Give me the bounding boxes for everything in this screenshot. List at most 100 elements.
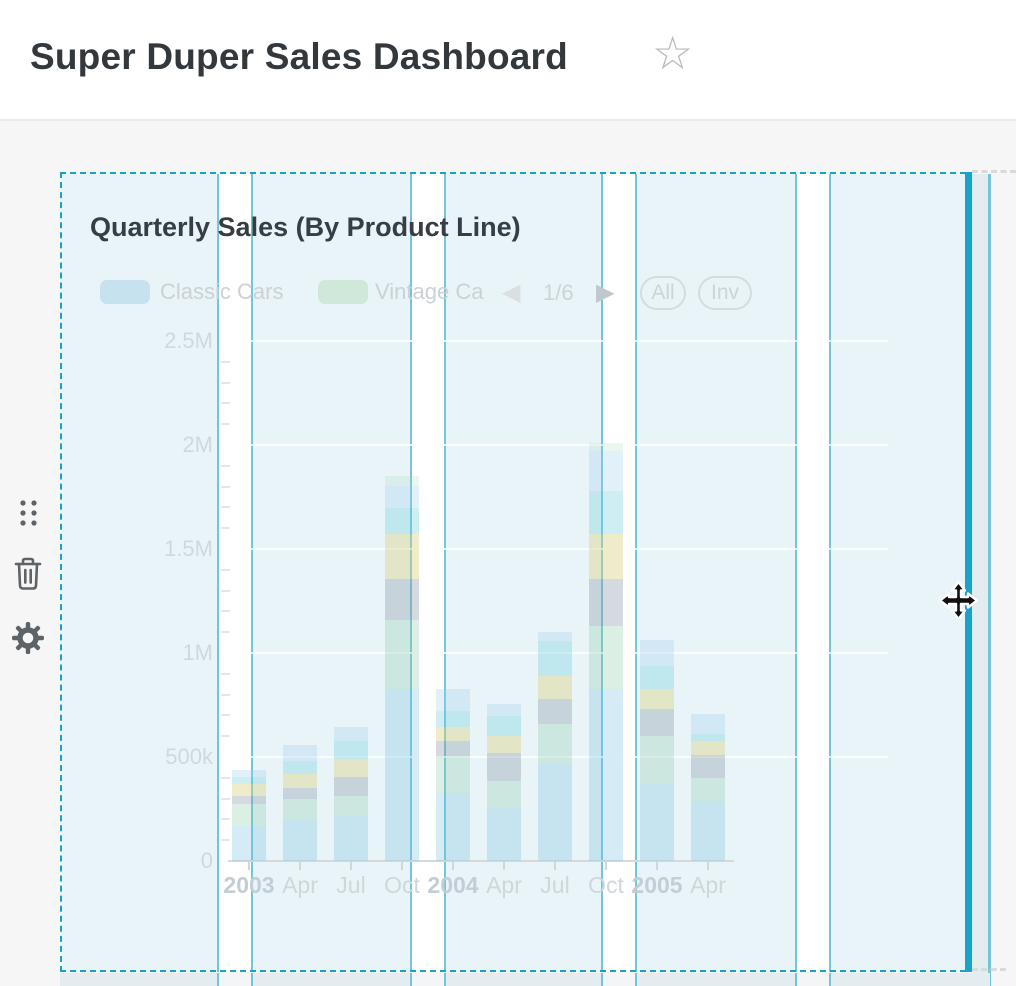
bar-segment	[589, 689, 623, 861]
bar-segment	[334, 796, 368, 816]
y-gridline	[232, 548, 888, 550]
bar-segment	[538, 632, 572, 641]
legend-label[interactable]: Vintage Ca	[375, 279, 484, 304]
legend-prev-icon[interactable]: ◀	[502, 279, 521, 306]
bar-segment	[589, 443, 623, 451]
bar-segment	[589, 626, 623, 689]
bar-segment	[487, 716, 521, 736]
x-axis-label: Apr	[282, 872, 318, 898]
legend-all-button[interactable]: All	[640, 276, 686, 310]
legend-label[interactable]: Classic Cars	[160, 279, 284, 304]
bar-segment	[538, 764, 572, 861]
app-header: Super Duper Sales Dashboard ☆	[0, 0, 1016, 121]
legend-swatch-vintage-cars[interactable]	[318, 280, 368, 304]
grid-column-line	[988, 174, 991, 986]
bar-segment	[334, 741, 368, 759]
widget-selection-outline[interactable]	[60, 172, 966, 972]
ghost-slot-outline-top	[972, 170, 1016, 173]
bar-segment	[334, 777, 368, 796]
x-axis-label: Jul	[336, 872, 366, 898]
y-axis-label: 2M	[182, 432, 213, 457]
y-axis-minor-tick	[221, 464, 230, 467]
x-axis-tick	[605, 861, 607, 870]
bar-segment	[436, 727, 470, 741]
legend-inv-button[interactable]: Inv	[698, 276, 752, 310]
bar-segment	[385, 534, 419, 579]
x-axis-label: Jul	[540, 872, 570, 898]
y-axis-label: 2.5M	[164, 328, 213, 353]
grid-gutter	[217, 973, 253, 986]
bar-segment	[283, 819, 317, 861]
bar-segment	[640, 640, 674, 666]
bar-segment	[283, 788, 317, 799]
bar-segment	[334, 816, 368, 861]
bar-segment	[232, 770, 266, 777]
y-gridline	[232, 340, 888, 342]
y-axis-minor-tick	[221, 735, 230, 738]
bar-segment	[436, 756, 470, 793]
y-axis-minor-tick	[221, 631, 230, 634]
x-axis-tick	[401, 861, 403, 870]
bar-segment	[691, 801, 725, 861]
ghost-slot-outline-bottom	[972, 968, 1006, 971]
bar-segment	[640, 709, 674, 736]
trash-icon[interactable]	[10, 556, 46, 592]
grid-column-remainder	[972, 174, 990, 986]
x-axis-tick	[248, 861, 250, 870]
x-axis-label: 2003	[223, 872, 275, 898]
x-axis-tick	[503, 861, 505, 870]
bar-segment	[436, 689, 470, 711]
legend-swatch-classic-cars[interactable]	[100, 280, 150, 304]
bar-segment	[487, 781, 521, 808]
bar-segment	[385, 476, 419, 486]
bar-segment	[589, 579, 623, 626]
y-axis-label: 500k	[165, 744, 213, 769]
bar-segment	[334, 727, 368, 741]
x-axis-label: 2005	[631, 872, 683, 898]
y-axis-minor-tick	[221, 527, 230, 530]
gear-icon[interactable]	[10, 620, 46, 656]
x-axis-tick	[554, 861, 556, 870]
x-axis-line	[228, 860, 734, 862]
bar-segment	[640, 666, 674, 689]
bar-segment	[538, 724, 572, 764]
legend-next-icon[interactable]: ▶	[596, 279, 615, 306]
favorite-star-icon[interactable]: ☆	[652, 27, 694, 79]
dashboard-grid	[62, 174, 965, 972]
bar-segment	[436, 741, 470, 756]
widget-resize-handle[interactable]	[965, 172, 972, 972]
bar-segment	[691, 778, 725, 801]
bar-segment	[691, 734, 725, 741]
bar-segment	[589, 534, 623, 579]
x-axis-label: Apr	[690, 872, 726, 898]
bar-segment	[436, 793, 470, 861]
x-axis-label: Oct	[588, 872, 624, 898]
next-row-strip	[60, 973, 990, 986]
x-axis-tick	[452, 861, 454, 870]
bar-segment	[487, 736, 521, 753]
x-axis-label: Oct	[384, 872, 420, 898]
x-axis-label: Apr	[486, 872, 522, 898]
bar-segment	[487, 704, 521, 716]
y-axis-minor-tick	[221, 818, 230, 821]
drag-handle-icon[interactable]	[10, 495, 46, 531]
y-axis-minor-tick	[221, 402, 230, 405]
bar-segment	[538, 676, 572, 699]
bar-segment	[538, 699, 572, 724]
grid-gutter	[795, 973, 831, 986]
page-title: Super Duper Sales Dashboard	[30, 36, 568, 77]
move-cursor-icon	[938, 580, 979, 621]
bar-segment	[232, 784, 266, 796]
y-axis-minor-tick	[221, 610, 230, 613]
x-axis-tick	[299, 861, 301, 870]
y-axis-minor-tick	[221, 589, 230, 592]
bar-segment	[691, 714, 725, 734]
y-axis-label: 1M	[182, 640, 213, 665]
y-axis-label: 1.5M	[164, 536, 213, 561]
y-axis-minor-tick	[221, 839, 230, 842]
y-axis-minor-tick	[221, 672, 230, 675]
y-axis-minor-tick	[221, 423, 230, 426]
bar-segment	[691, 741, 725, 755]
bar-segment	[538, 641, 572, 676]
bar-segment	[640, 783, 674, 861]
